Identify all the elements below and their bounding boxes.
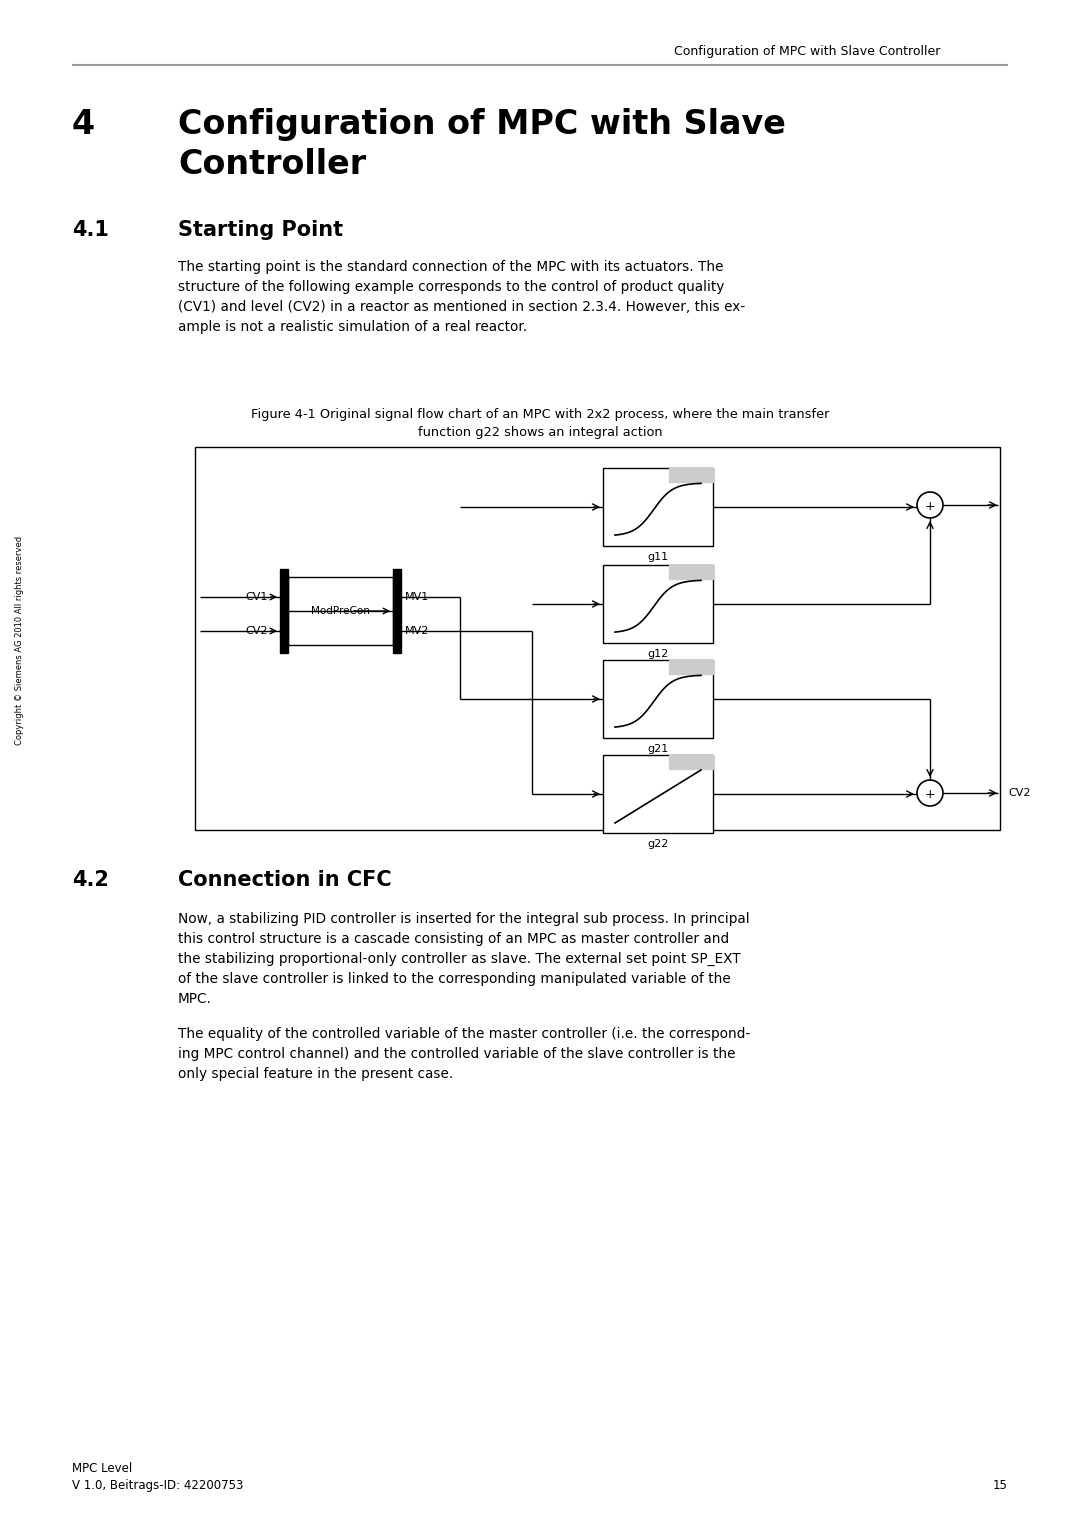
Text: ModPreCon: ModPreCon xyxy=(311,606,370,615)
Bar xyxy=(669,565,713,579)
Bar xyxy=(603,754,713,834)
Text: MV1: MV1 xyxy=(405,592,429,602)
Text: Figure 4-1 Original signal flow chart of an MPC with 2x2 process, where the main: Figure 4-1 Original signal flow chart of… xyxy=(251,408,829,421)
Text: function g22 shows an integral action: function g22 shows an integral action xyxy=(418,426,662,438)
Text: V 1.0, Beitrags-ID: 42200753: V 1.0, Beitrags-ID: 42200753 xyxy=(72,1480,243,1492)
Text: 4: 4 xyxy=(72,108,95,140)
Text: MV2: MV2 xyxy=(405,626,430,637)
Text: Now, a stabilizing PID controller is inserted for the integral sub process. In p: Now, a stabilizing PID controller is ins… xyxy=(178,912,750,1006)
Text: g21: g21 xyxy=(647,744,669,754)
Bar xyxy=(288,577,393,644)
Text: CV2: CV2 xyxy=(1008,788,1030,799)
Text: CV1: CV1 xyxy=(245,592,268,602)
Text: CV2: CV2 xyxy=(245,626,268,637)
Text: +: + xyxy=(924,788,935,800)
Bar xyxy=(603,467,713,547)
Text: Configuration of MPC with Slave: Configuration of MPC with Slave xyxy=(178,108,786,140)
Text: +: + xyxy=(924,499,935,513)
Bar xyxy=(195,447,1000,831)
Bar xyxy=(603,660,713,738)
Text: Configuration of MPC with Slave Controller: Configuration of MPC with Slave Controll… xyxy=(674,44,940,58)
Text: g22: g22 xyxy=(647,838,669,849)
Bar xyxy=(669,660,713,673)
Text: 4.2: 4.2 xyxy=(72,870,109,890)
Text: The equality of the controlled variable of the master controller (i.e. the corre: The equality of the controlled variable … xyxy=(178,1028,751,1081)
Bar xyxy=(393,570,401,654)
Text: Starting Point: Starting Point xyxy=(178,220,343,240)
Text: 15: 15 xyxy=(994,1480,1008,1492)
Bar xyxy=(669,754,713,770)
Text: g12: g12 xyxy=(647,649,669,660)
Text: The starting point is the standard connection of the MPC with its actuators. The: The starting point is the standard conne… xyxy=(178,260,745,334)
Text: Copyright © Siemens AG 2010 All rights reserved: Copyright © Siemens AG 2010 All rights r… xyxy=(15,536,25,745)
Text: MPC Level: MPC Level xyxy=(72,1461,132,1475)
Bar xyxy=(280,570,288,654)
Text: Controller: Controller xyxy=(178,148,366,182)
Text: 4.1: 4.1 xyxy=(72,220,109,240)
Bar xyxy=(669,467,713,483)
Bar xyxy=(603,565,713,643)
Text: Connection in CFC: Connection in CFC xyxy=(178,870,392,890)
Text: g11: g11 xyxy=(647,551,669,562)
